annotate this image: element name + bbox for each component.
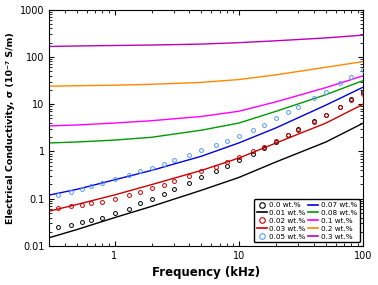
Y-axis label: Electrical Conductivity, σ (10⁻⁷ S/m): Electrical Conductivity, σ (10⁻⁷ S/m)	[6, 32, 15, 224]
Legend: 0.0 wt.%, 0.01 wt.%, 0.02 wt.%, 0.03 wt.%, 0.05 wt.%, 0.07 wt.%, 0.08 wt.%, 0.1 : 0.0 wt.%, 0.01 wt.%, 0.02 wt.%, 0.03 wt.…	[254, 199, 359, 243]
X-axis label: Frequency (kHz): Frequency (kHz)	[152, 266, 260, 280]
